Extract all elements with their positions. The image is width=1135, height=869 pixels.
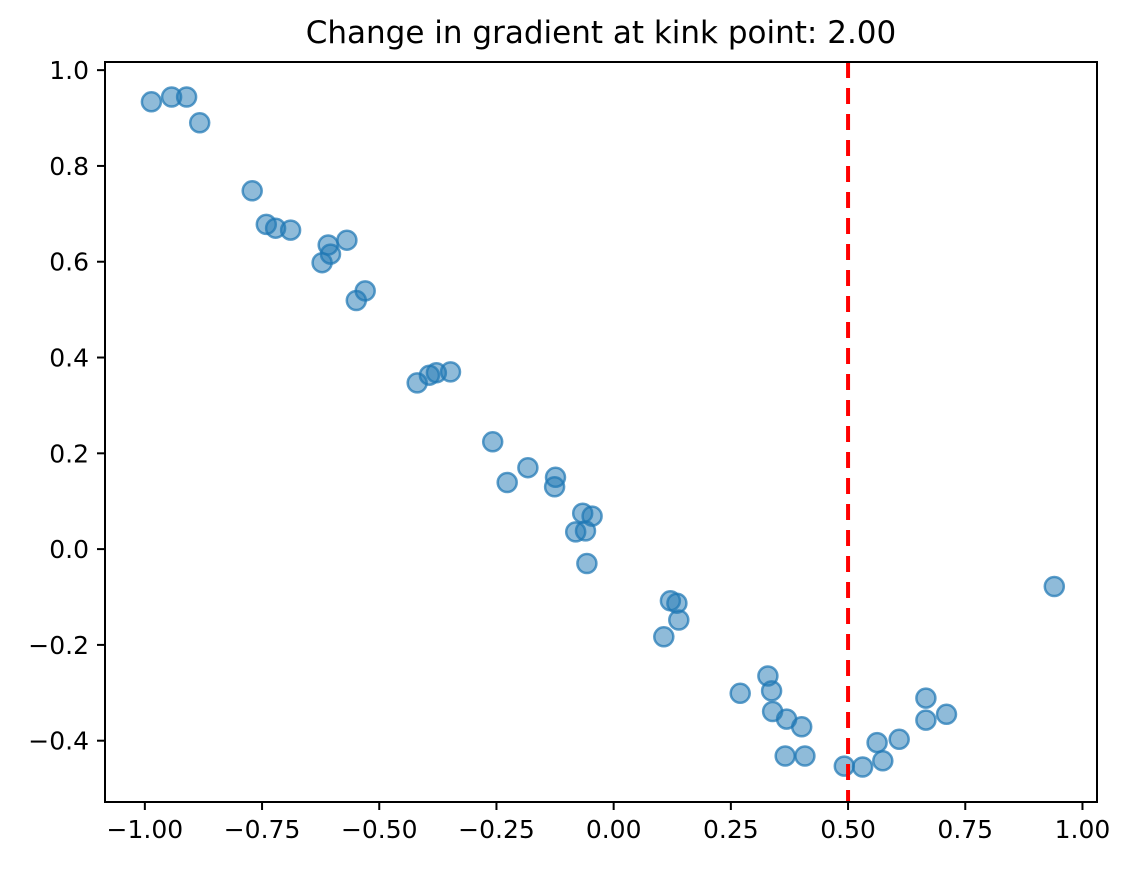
scatter-point xyxy=(774,745,796,767)
y-tick-label: 0.6 xyxy=(49,248,89,277)
x-tick-label: 0.00 xyxy=(586,815,642,844)
x-tick-label: 0.25 xyxy=(703,815,759,844)
scatter-point xyxy=(915,687,937,709)
scatter-point xyxy=(544,466,567,489)
y-tick-label: 0.2 xyxy=(49,439,89,468)
scatter-point xyxy=(496,471,518,494)
scatter-point xyxy=(336,229,358,251)
scatter-point xyxy=(319,243,342,265)
scatter-point xyxy=(668,609,690,631)
scatter-point xyxy=(354,280,376,302)
scatter-point xyxy=(935,703,958,726)
scatter-point xyxy=(188,112,211,134)
y-tick-label: 1.0 xyxy=(49,56,89,85)
x-tick-label: −0.25 xyxy=(458,815,535,844)
scatter-point xyxy=(729,682,751,705)
y-tick-label: 0.8 xyxy=(49,152,89,181)
scatter-point xyxy=(481,431,504,453)
x-tick-label: 1.00 xyxy=(1055,815,1111,844)
y-tick-label: −0.4 xyxy=(28,727,89,756)
y-tick-label: −0.2 xyxy=(28,631,89,660)
scatter-point xyxy=(279,219,302,241)
x-tick-label: −0.75 xyxy=(224,815,301,844)
x-tick-label: 0.75 xyxy=(937,815,993,844)
scatter-point xyxy=(866,731,888,754)
x-tick-label: −1.00 xyxy=(107,815,184,844)
scatter-point xyxy=(760,680,783,702)
scatter-point xyxy=(140,91,163,113)
scatter-point xyxy=(794,745,816,767)
scatter-point xyxy=(576,552,598,575)
scatter-point xyxy=(888,728,910,751)
scatter-point xyxy=(915,709,937,731)
chart-title: Change in gradient at kink point: 2.00 xyxy=(305,15,897,51)
scatter-point xyxy=(175,86,198,108)
scatter-point xyxy=(1043,575,1066,598)
x-tick-label: −0.50 xyxy=(341,815,418,844)
scatter-point xyxy=(439,361,462,383)
y-tick-label: 0.0 xyxy=(49,535,89,564)
scatter-point xyxy=(517,456,539,479)
x-tick-label: 0.50 xyxy=(820,815,876,844)
scatter-point xyxy=(653,626,675,648)
scatter-point xyxy=(833,755,856,777)
scatter-point xyxy=(851,756,874,778)
y-tick-label: 0.4 xyxy=(49,344,89,373)
scatter-point xyxy=(581,505,603,527)
scatter-point xyxy=(872,750,894,772)
scatter-point xyxy=(790,716,813,738)
scatter-point xyxy=(241,180,263,202)
plot-frame xyxy=(104,61,1098,803)
